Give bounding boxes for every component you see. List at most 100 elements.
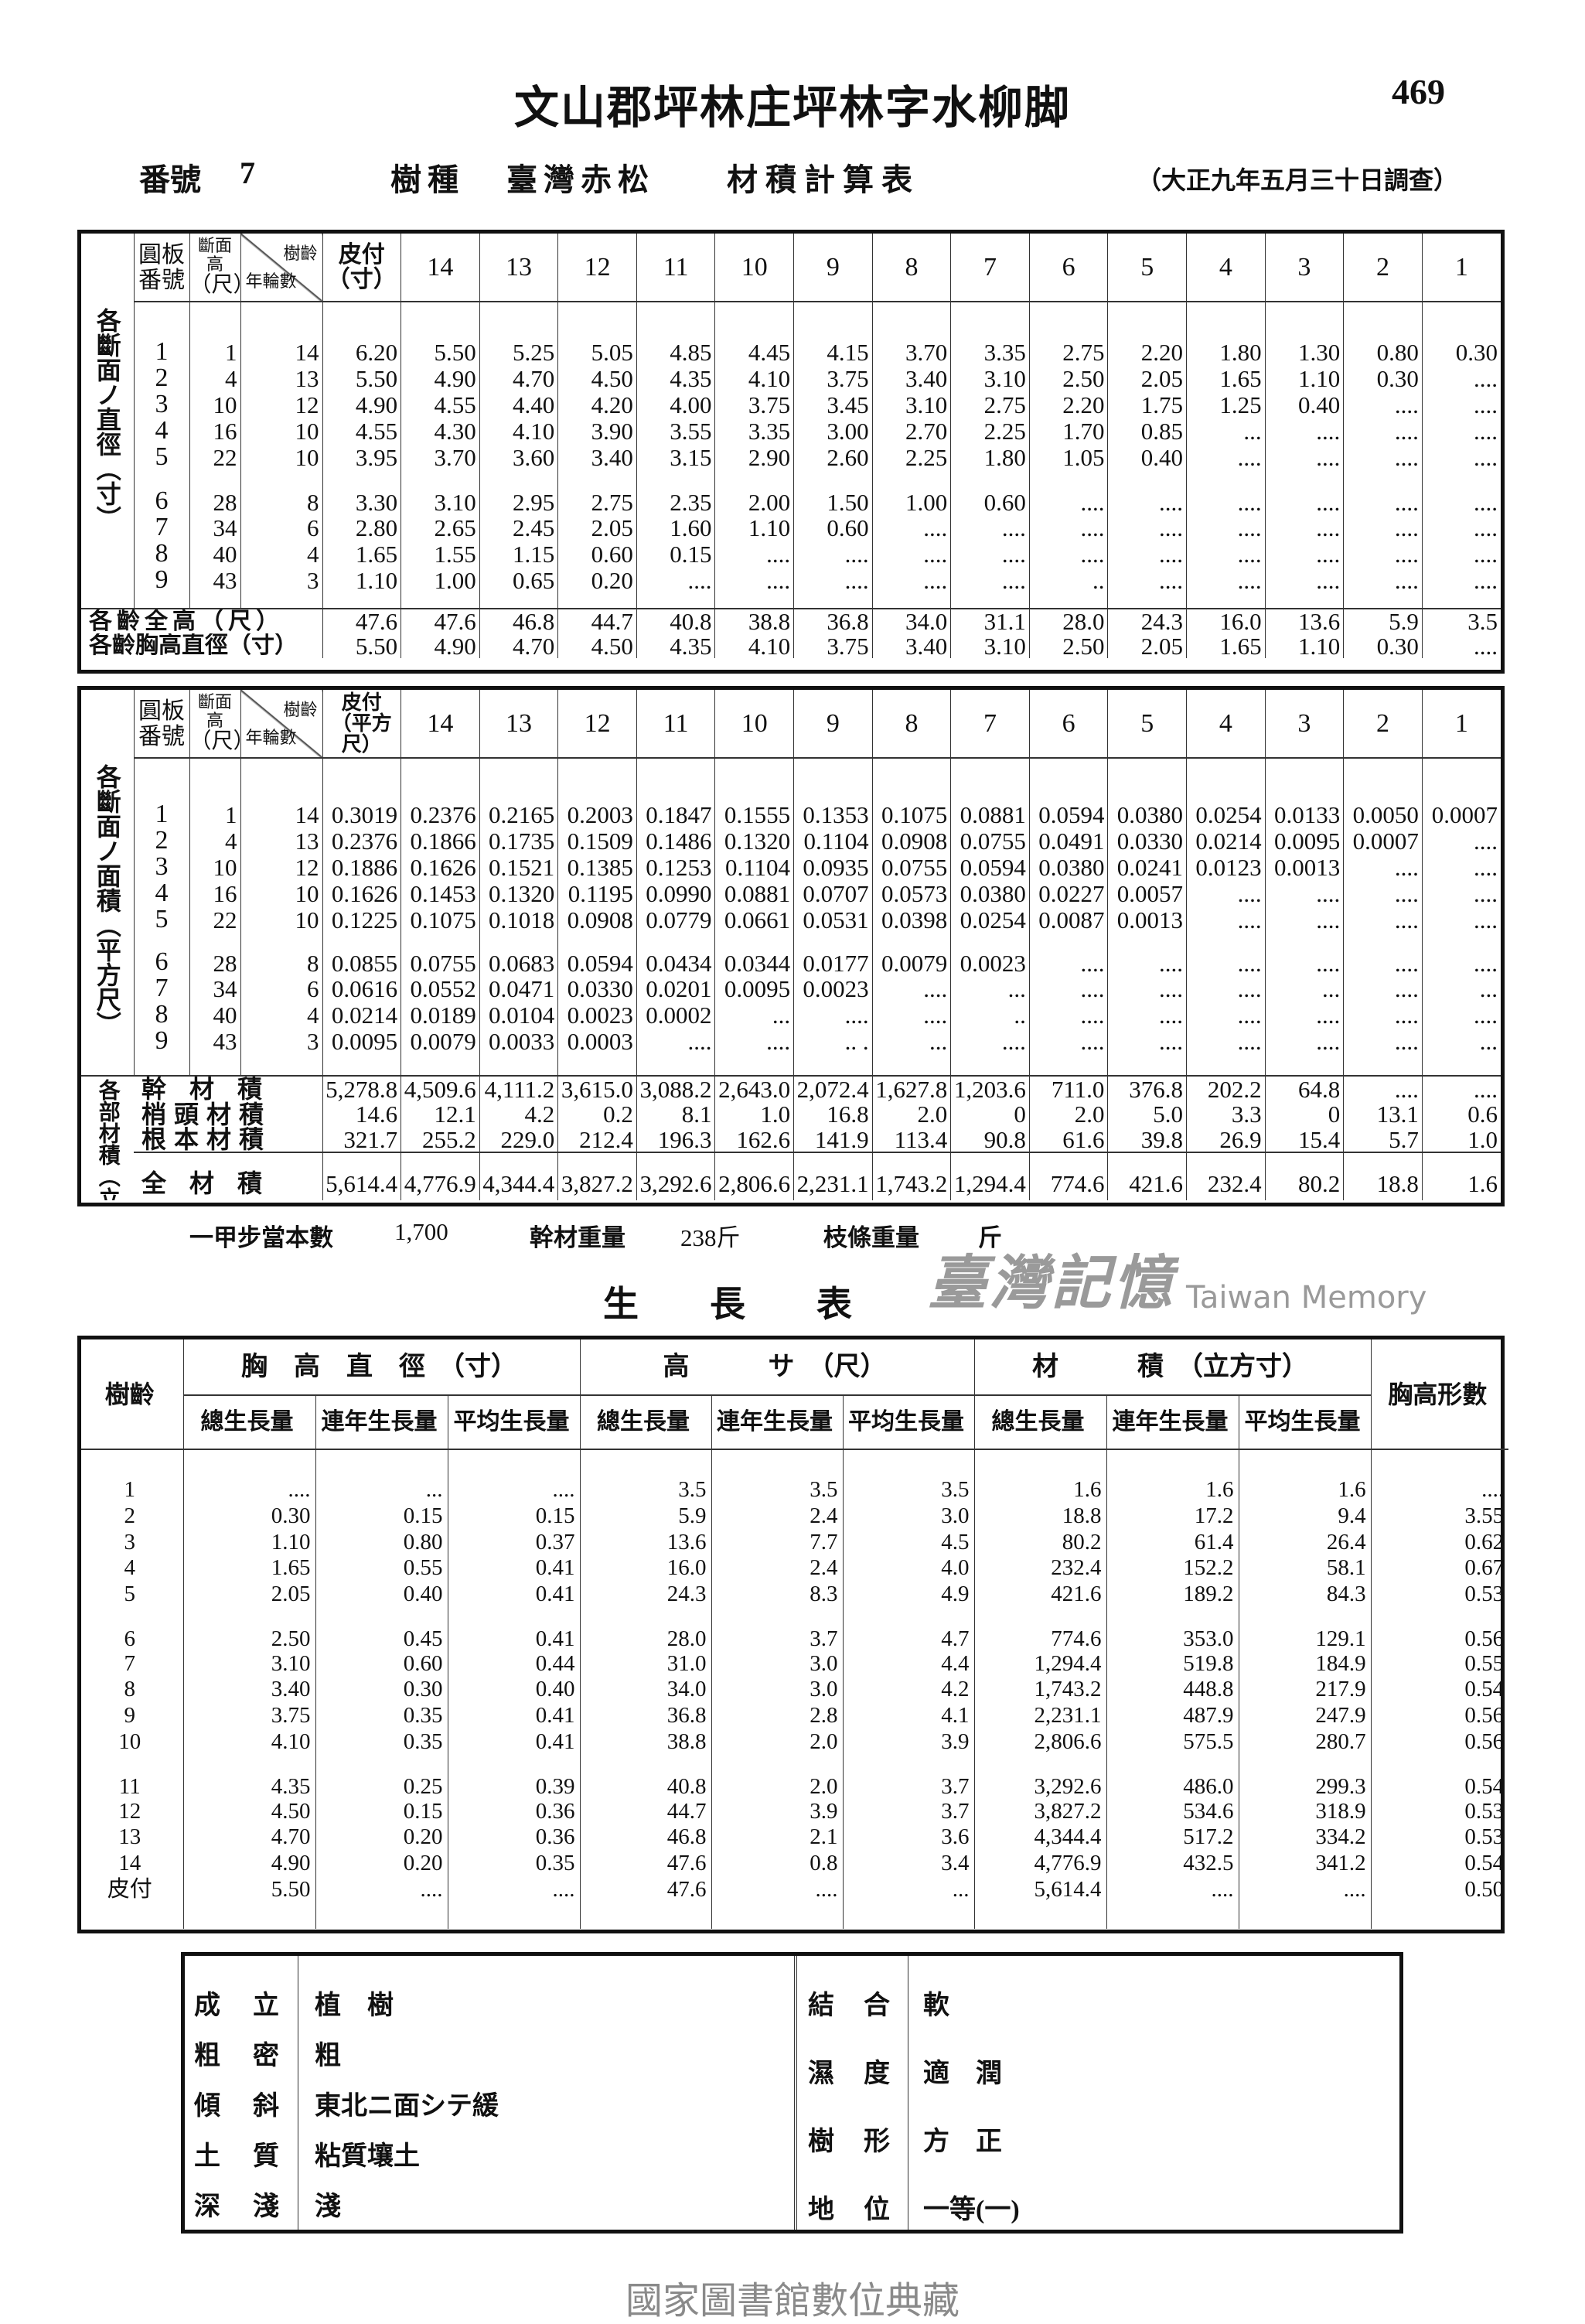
subcol-header: 連年生長量: [315, 1395, 448, 1450]
disc-number: 2: [133, 828, 189, 854]
value-cell: 0.0881: [714, 880, 794, 906]
value-cell: 3.35: [950, 339, 1030, 365]
value-cell: 0.1104: [714, 854, 794, 880]
age-column-header: 2: [1343, 690, 1423, 759]
col-height-header: 斷面高（尺）: [189, 690, 240, 759]
value-cell: 3.15: [636, 444, 715, 470]
growth-value: 4.90: [182, 1850, 315, 1877]
value-cell: ....: [871, 975, 951, 1002]
site-value: 粗: [315, 2042, 341, 2070]
value-cell: 1.75: [1107, 391, 1187, 418]
growth-value: 0.41: [447, 1581, 581, 1608]
parts-row: 梢頭材積 14.6 12.1 4.2 0.2 8.1 1.0 16.8 2.0 0 2.0 5.0 3.…: [81, 1101, 1501, 1127]
growth-value: ....: [182, 1477, 315, 1503]
value-cell: ....: [1186, 444, 1266, 470]
total-value: 3,827.2: [557, 1152, 637, 1200]
growth-row: 8 3.40 0.30 0.40 34.0 3.0 4.2 1,743.2 448.8 217.9…: [81, 1677, 1509, 1703]
value-cell: ....: [1264, 514, 1344, 541]
site-label: 樹 形: [808, 2128, 891, 2156]
value-cell: ..: [950, 1002, 1030, 1028]
growth-value: 47.6: [579, 1876, 712, 1903]
growth-value: 2,806.6: [973, 1728, 1107, 1756]
age-column-header: 10: [714, 690, 794, 759]
section-height: 10: [189, 854, 240, 880]
parts-value: 3,615.0: [557, 1075, 637, 1101]
area-table: 圓板番號斷面高（尺）樹齡年輪數皮付（平方尺）141312111098765432…: [77, 686, 1505, 1206]
growth-value: 4.5: [842, 1529, 975, 1556]
value-cell: 3.40: [871, 365, 951, 391]
value-cell: ....: [1107, 470, 1187, 514]
summary-value: 4.10: [714, 633, 794, 658]
value-cell: 0.2165: [479, 801, 558, 828]
value-cell: 2.35: [636, 470, 715, 514]
site-value: 一等(一): [923, 2196, 1020, 2224]
section-table: 圓板番號斷面高（尺）樹齡年輪數皮付（寸）1413121110987654321各…: [81, 234, 1501, 658]
value-cell: 0.1847: [636, 801, 715, 828]
value-cell: ...: [714, 1002, 794, 1028]
value-cell: 3.70: [871, 339, 951, 365]
value-cell: ....: [714, 567, 794, 593]
value-cell: ....: [1028, 1002, 1108, 1028]
age-column-header: 皮付（平方尺）: [322, 690, 401, 759]
ring-count: 10: [240, 444, 322, 470]
tree-age: 2: [124, 1503, 136, 1529]
ring-count: 10: [240, 880, 322, 906]
value-cell: 2.45: [479, 514, 558, 541]
growth-value: 0.50: [1370, 1876, 1509, 1903]
ring-count: 14: [240, 801, 322, 828]
tree-age: 3: [124, 1529, 136, 1554]
growth-value: 189.2: [1106, 1581, 1239, 1608]
value-cell: 1.70: [1028, 418, 1108, 444]
value-cell: 4.40: [479, 391, 558, 418]
site-value: 粘質壤土: [315, 2142, 420, 2171]
ring-count: 6: [240, 975, 322, 1002]
value-cell: ....: [1028, 1028, 1108, 1054]
parts-value: 2.0: [1028, 1101, 1108, 1127]
value-cell: ....: [1343, 906, 1423, 933]
value-cell: ....: [1421, 880, 1501, 906]
section-height: 34: [189, 975, 240, 1002]
value-cell: 0.0594: [1028, 801, 1108, 828]
value-cell: 3.40: [557, 444, 637, 470]
value-cell: 0.80: [1343, 339, 1423, 365]
age-column-header: 10: [714, 234, 794, 302]
col-form-header: 胸高形數: [1370, 1339, 1509, 1450]
total-value: 1,294.4: [950, 1152, 1030, 1200]
value-cell: 0.60: [557, 541, 637, 567]
growth-value: 0.54: [1370, 1850, 1509, 1877]
value-cell: 0.0380: [1028, 854, 1108, 880]
parts-value: 255.2: [401, 1127, 480, 1152]
growth-row: 14 4.90 0.20 0.35 47.6 0.8 3.4 4,776.9 432.5 341.…: [81, 1850, 1509, 1877]
value-cell: 0.0007: [1421, 801, 1501, 828]
value-cell: ....: [1264, 1028, 1344, 1054]
value-cell: ....: [871, 514, 951, 541]
value-cell: 4.10: [479, 418, 558, 444]
growth-value: 0.55: [1370, 1650, 1509, 1677]
growth-row: 4 1.65 0.55 0.41 16.0 2.4 4.0 232.4 152.2 58.1 0.6…: [81, 1555, 1509, 1582]
summary-value: 16.0: [1186, 608, 1266, 633]
value-cell: 3.10: [401, 470, 480, 514]
value-cell: 0.0057: [1107, 880, 1187, 906]
growth-value: 774.6: [973, 1607, 1107, 1651]
value-cell: 4.45: [714, 339, 794, 365]
value-cell: 0.0095: [322, 1028, 401, 1054]
section-height: 40: [189, 541, 240, 567]
value-cell: ....: [1421, 567, 1501, 593]
ring-count: 3: [240, 1028, 322, 1054]
value-cell: ....: [636, 567, 715, 593]
growth-row: 10 4.10 0.35 0.41 38.8 2.0 3.9 2,806.6 575.5 280.…: [81, 1728, 1509, 1756]
growth-value: 280.7: [1238, 1728, 1372, 1756]
group-header: 高 サ （尺）: [579, 1339, 975, 1396]
ring-count: 14: [240, 339, 322, 365]
diameter-table: 圓板番號斷面高（尺）樹齡年輪數皮付（寸）1413121110987654321各…: [77, 230, 1505, 674]
value-cell: 3.35: [714, 418, 794, 444]
age-column-header: 8: [871, 234, 951, 302]
growth-value: 4.9: [842, 1581, 975, 1608]
total-value: 3,292.6: [636, 1152, 715, 1200]
value-cell: 0.1453: [401, 880, 480, 906]
table-row: 5 22 10 3.95 3.70 3.60 3.40 3.15 2.90 2.60 2.25 1.8…: [81, 444, 1501, 470]
growth-value: 8.3: [711, 1581, 844, 1608]
value-cell: 0.1521: [479, 854, 558, 880]
value-cell: 0.1320: [479, 880, 558, 906]
age-column-header: 7: [950, 234, 1030, 302]
